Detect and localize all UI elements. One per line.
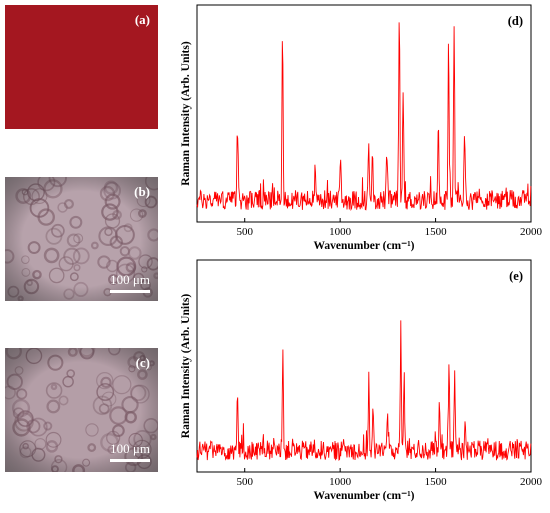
y-axis-title: Raman Intensity (Arb. Units): [180, 294, 192, 439]
x-tick-label: 1500: [425, 476, 448, 488]
panel-label-d: (d): [508, 14, 523, 28]
scale-bar-label-b: 100 μm: [110, 272, 150, 287]
x-tick-label: 500: [236, 226, 253, 238]
panel-label-a: (a): [134, 12, 150, 27]
photo-texture-a: [5, 5, 158, 129]
panel-label-c: (c): [135, 355, 150, 370]
x-axis-title: Wavenumber (cm⁻¹): [314, 490, 415, 502]
photo-panel-b: (b) 100 μm: [5, 177, 158, 301]
scale-bar-b: [110, 290, 150, 293]
panel-label-e: (e): [509, 269, 523, 283]
micrograph-texture-c: [5, 348, 158, 472]
x-tick-label: 1500: [425, 226, 448, 238]
scale-bar-label-c: 100 μm: [110, 441, 150, 456]
photo-panel-a: (a): [5, 5, 158, 129]
x-tick-label: 500: [236, 476, 253, 488]
spectrum-line: [196, 22, 532, 212]
x-tick-label: 1000: [329, 226, 352, 238]
spectrum-line: [196, 320, 532, 461]
x-tick-label: 2000: [520, 476, 543, 488]
micrograph-texture-b: [5, 177, 158, 301]
x-tick-label: 2000: [520, 226, 543, 238]
photo-panel-c: (c) 100 μm: [5, 348, 158, 472]
y-axis-title: Raman Intensity (Arb. Units): [180, 41, 192, 186]
x-axis-title: Wavenumber (cm⁻¹): [314, 240, 415, 252]
plot-frame: [196, 4, 532, 223]
x-tick-label: 1000: [329, 476, 352, 488]
scale-bar-c: [110, 459, 150, 462]
raman-chart-e: 500 1000 1500 2000 Wavenumber (cm⁻¹) Raman In…: [180, 259, 543, 502]
panel-label-b: (b): [134, 184, 150, 199]
raman-chart-d: 500 1000 1500 2000 Wavenumber (cm⁻¹) Raman In…: [180, 4, 543, 252]
